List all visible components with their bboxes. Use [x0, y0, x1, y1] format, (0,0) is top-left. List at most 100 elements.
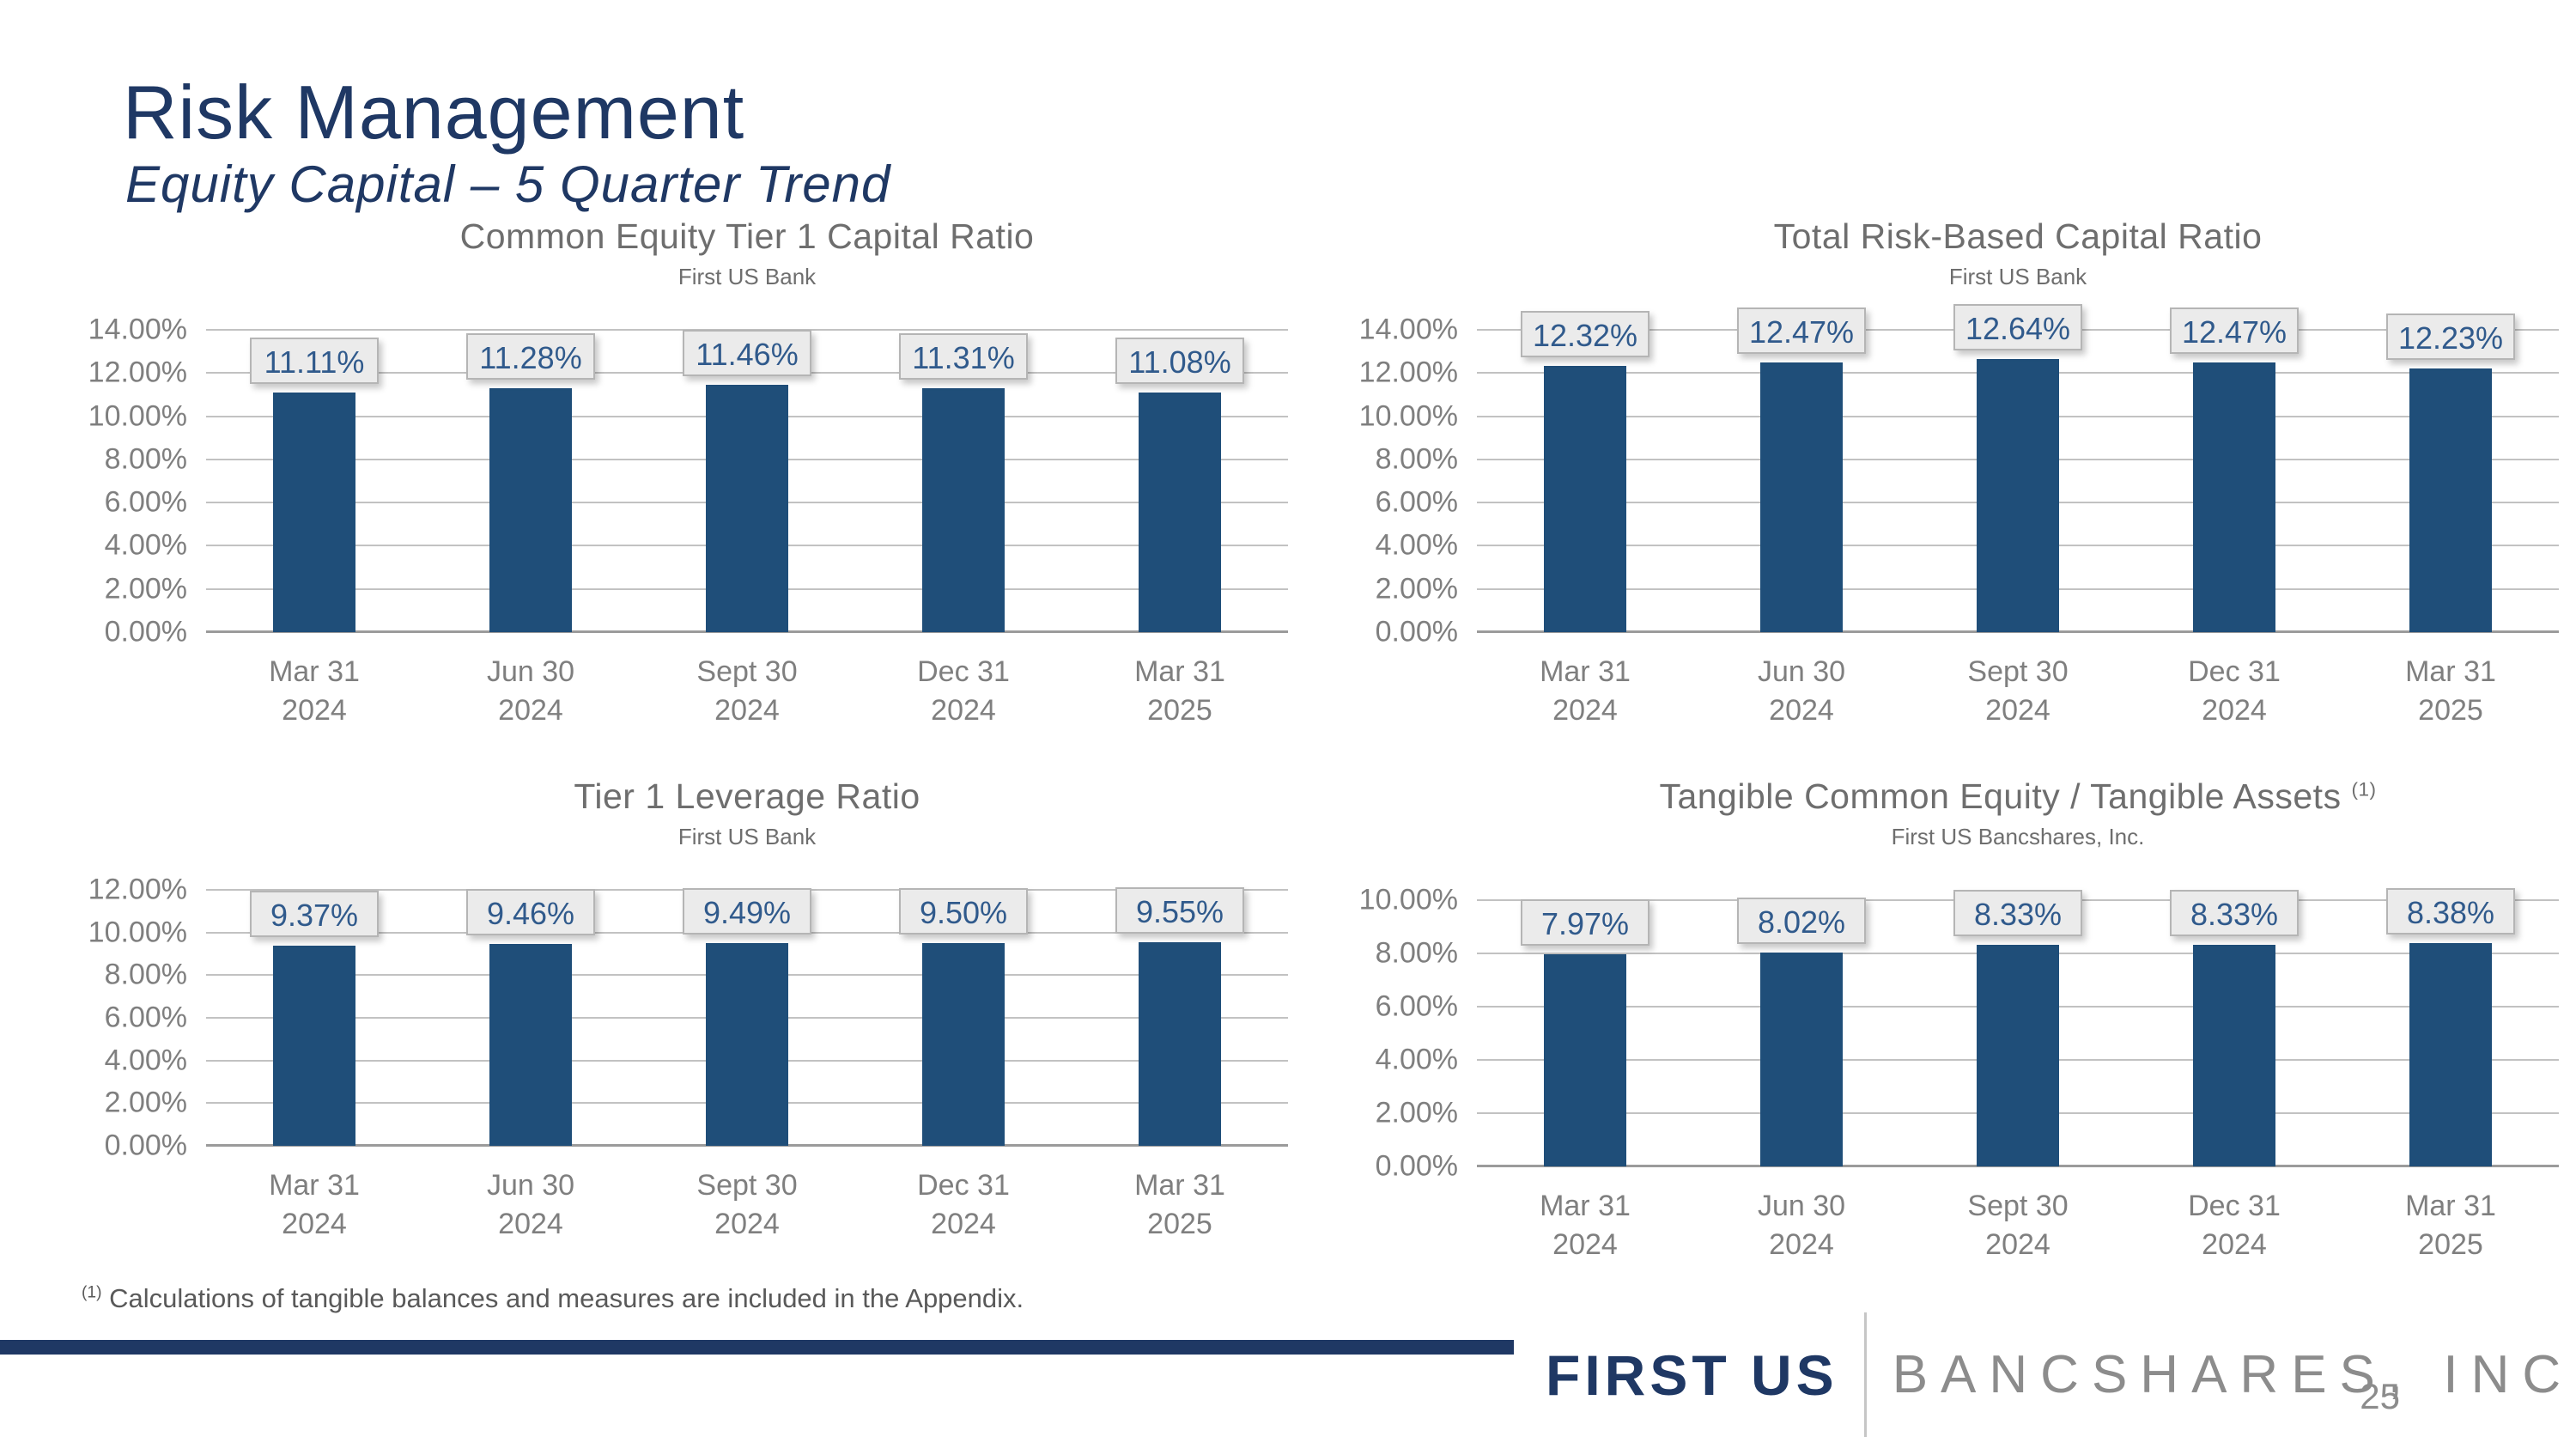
y-tick-label: 8.00% — [1375, 442, 1458, 476]
bar-value-label: 9.50% — [899, 888, 1028, 935]
chart-tangible-common-equity-tangible-assets: Tangible Common Equity / Tangible Assets… — [1340, 771, 2559, 1264]
page-number: 25 — [2360, 1376, 2400, 1416]
x-category-label: Sept 30 2024 — [1967, 1190, 2069, 1261]
y-tick-label: 6.00% — [104, 485, 187, 519]
company-logo: FIRST US BANCSHARES, INC. — [1546, 1312, 2576, 1437]
chart-total-risk-based-capital-ratio: Total Risk-Based Capital Ratio First US … — [1340, 211, 2559, 730]
x-category-label: Jun 30 2024 — [1757, 655, 1846, 727]
bar — [489, 388, 572, 632]
bar-value-label: 12.32% — [1521, 311, 1649, 358]
bar — [489, 944, 572, 1146]
x-category-label: Jun 30 2024 — [1757, 1190, 1846, 1261]
y-tick-label: 4.00% — [104, 1044, 187, 1077]
bar-value-label: 9.46% — [466, 889, 595, 936]
footnote-marker: (1) — [82, 1283, 102, 1302]
chart-area: 14.00% 12.00% 10.00% 8.00% 6.00% 4.00% 2.00% 0.… — [69, 314, 1288, 648]
x-category-label: Dec 31 2024 — [2188, 1190, 2281, 1261]
logo-secondary-text: BANCSHARES, INC. — [1892, 1345, 2576, 1404]
y-tick-label: 2.00% — [104, 572, 187, 606]
footnote-text: Calculations of tangible balances and me… — [109, 1283, 1024, 1313]
bar — [1544, 953, 1626, 1166]
x-category-label: Jun 30 2024 — [486, 655, 575, 727]
plot-area: 12.32% 12.47% 12.64% 12.47% 12.23% — [1477, 304, 2559, 633]
bar — [1977, 944, 2059, 1166]
bar-value-label: 8.38% — [2386, 888, 2515, 935]
y-tick-label: 2.00% — [1375, 1096, 1458, 1129]
bar-value-label: 11.28% — [466, 333, 595, 381]
y-tick-label: 14.00% — [88, 313, 187, 346]
chart-title: Tier 1 Leverage Ratio — [574, 776, 920, 816]
y-tick-label: 0.00% — [104, 615, 187, 648]
bar-value-label: 12.64% — [1953, 304, 2082, 351]
bar-value-label: 12.23% — [2386, 313, 2515, 360]
chart-title: Tangible Common Equity / Tangible Assets… — [1477, 776, 2559, 817]
y-tick-label: 0.00% — [1375, 1149, 1458, 1183]
x-category-label: Dec 31 2024 — [917, 1169, 1010, 1240]
x-category-label: Mar 31 2024 — [1540, 655, 1631, 727]
bar-value-label: 8.02% — [1737, 898, 1866, 945]
y-tick-label: 8.00% — [104, 442, 187, 476]
chart-subtitle: First US Bank — [677, 264, 817, 289]
y-tick-label: 6.00% — [1375, 485, 1458, 519]
x-category-label: Dec 31 2024 — [2188, 655, 2281, 727]
x-category-label: Mar 31 2025 — [1134, 1169, 1225, 1240]
bar-value-label: 9.55% — [1115, 886, 1244, 934]
bar — [922, 387, 1005, 632]
x-category-label: Mar 31 2024 — [269, 655, 360, 727]
chart-area: 14.00% 12.00% 10.00% 8.00% 6.00% 4.00% 2.00% 0.… — [1340, 304, 2559, 648]
footer-accent-bar — [0, 1340, 1514, 1355]
chart-title-text: Tangible Common Equity / Tangible Assets — [1659, 776, 2342, 816]
bar-value-label: 9.49% — [683, 888, 811, 935]
chart-title-superscript: (1) — [2351, 778, 2377, 801]
logo-primary-text: FIRST US — [1546, 1342, 1838, 1407]
bar — [273, 946, 355, 1146]
logo-divider — [1863, 1312, 1867, 1437]
y-tick-label: 4.00% — [1375, 528, 1458, 562]
y-tick-label: 10.00% — [1358, 883, 1458, 916]
plot-area: 7.97% 8.02% 8.33% 8.33% 8.38% — [1477, 888, 2559, 1167]
bar — [2193, 944, 2275, 1166]
bar — [2409, 943, 2492, 1166]
bar — [2193, 362, 2275, 632]
y-axis: 14.00% 12.00% 10.00% 8.00% 6.00% 4.00% 2.00% 0.… — [1340, 314, 1477, 648]
chart-area: 10.00% 8.00% 6.00% 4.00% 2.00% 0.00% 7.97% 8.0… — [1340, 884, 2559, 1183]
y-tick-label: 2.00% — [104, 1086, 187, 1119]
y-tick-label: 12.00% — [1358, 356, 1458, 389]
x-axis: Mar 31 2024 Jun 30 2024 Sept 30 2024 Dec 31 202… — [206, 653, 1288, 730]
y-tick-label: 8.00% — [1375, 936, 1458, 970]
x-category-label: Mar 31 2024 — [1540, 1190, 1631, 1261]
y-tick-label: 10.00% — [1358, 399, 1458, 433]
chart-area: 12.00% 10.00% 8.00% 6.00% 4.00% 2.00% 0.00% 9.… — [69, 874, 1288, 1162]
bar — [1760, 953, 1843, 1166]
plot-area: 11.11% 11.28% 11.46% 11.31% 11.08% — [206, 329, 1288, 633]
y-axis: 10.00% 8.00% 6.00% 4.00% 2.00% 0.00% — [1340, 884, 1477, 1183]
page-title: Risk Management — [123, 69, 745, 155]
x-category-label: Sept 30 2024 — [696, 1169, 798, 1240]
x-axis: Mar 31 2024 Jun 30 2024 Sept 30 2024 Dec 31 202… — [1477, 653, 2559, 730]
bar — [2409, 368, 2492, 632]
y-axis: 12.00% 10.00% 8.00% 6.00% 4.00% 2.00% 0.00% — [69, 874, 206, 1162]
chart-tier1-leverage-ratio: Tier 1 Leverage Ratio First US Bank 12.0… — [69, 771, 1288, 1244]
y-axis: 14.00% 12.00% 10.00% 8.00% 6.00% 4.00% 2.00% 0.… — [69, 314, 206, 648]
y-tick-label: 8.00% — [104, 958, 187, 991]
bar — [1760, 362, 1843, 632]
bar — [1139, 393, 1221, 632]
x-category-label: Mar 31 2025 — [1134, 655, 1225, 727]
x-axis: Mar 31 2024 Jun 30 2024 Sept 30 2024 Dec 31 202… — [206, 1166, 1288, 1244]
x-category-label: Mar 31 2025 — [2405, 1190, 2496, 1261]
footnote: (1) Calculations of tangible balances an… — [82, 1283, 1024, 1314]
bar — [706, 384, 788, 632]
bar-value-label: 8.33% — [2170, 889, 2299, 936]
bar — [1977, 359, 2059, 632]
bar — [922, 943, 1005, 1146]
bar — [706, 943, 788, 1146]
chart-title: Common Equity Tier 1 Capital Ratio — [459, 216, 1035, 256]
chart-title: Total Risk-Based Capital Ratio — [1773, 216, 2263, 256]
y-tick-label: 10.00% — [88, 399, 187, 433]
page-subtitle: Equity Capital – 5 Quarter Trend — [125, 155, 891, 213]
chart-common-equity-tier1-capital-ratio: Common Equity Tier 1 Capital Ratio First… — [69, 211, 1288, 730]
y-tick-label: 6.00% — [104, 1001, 187, 1034]
y-tick-label: 0.00% — [1375, 615, 1458, 648]
bar — [273, 392, 355, 632]
bar-value-label: 8.33% — [1953, 889, 2082, 936]
